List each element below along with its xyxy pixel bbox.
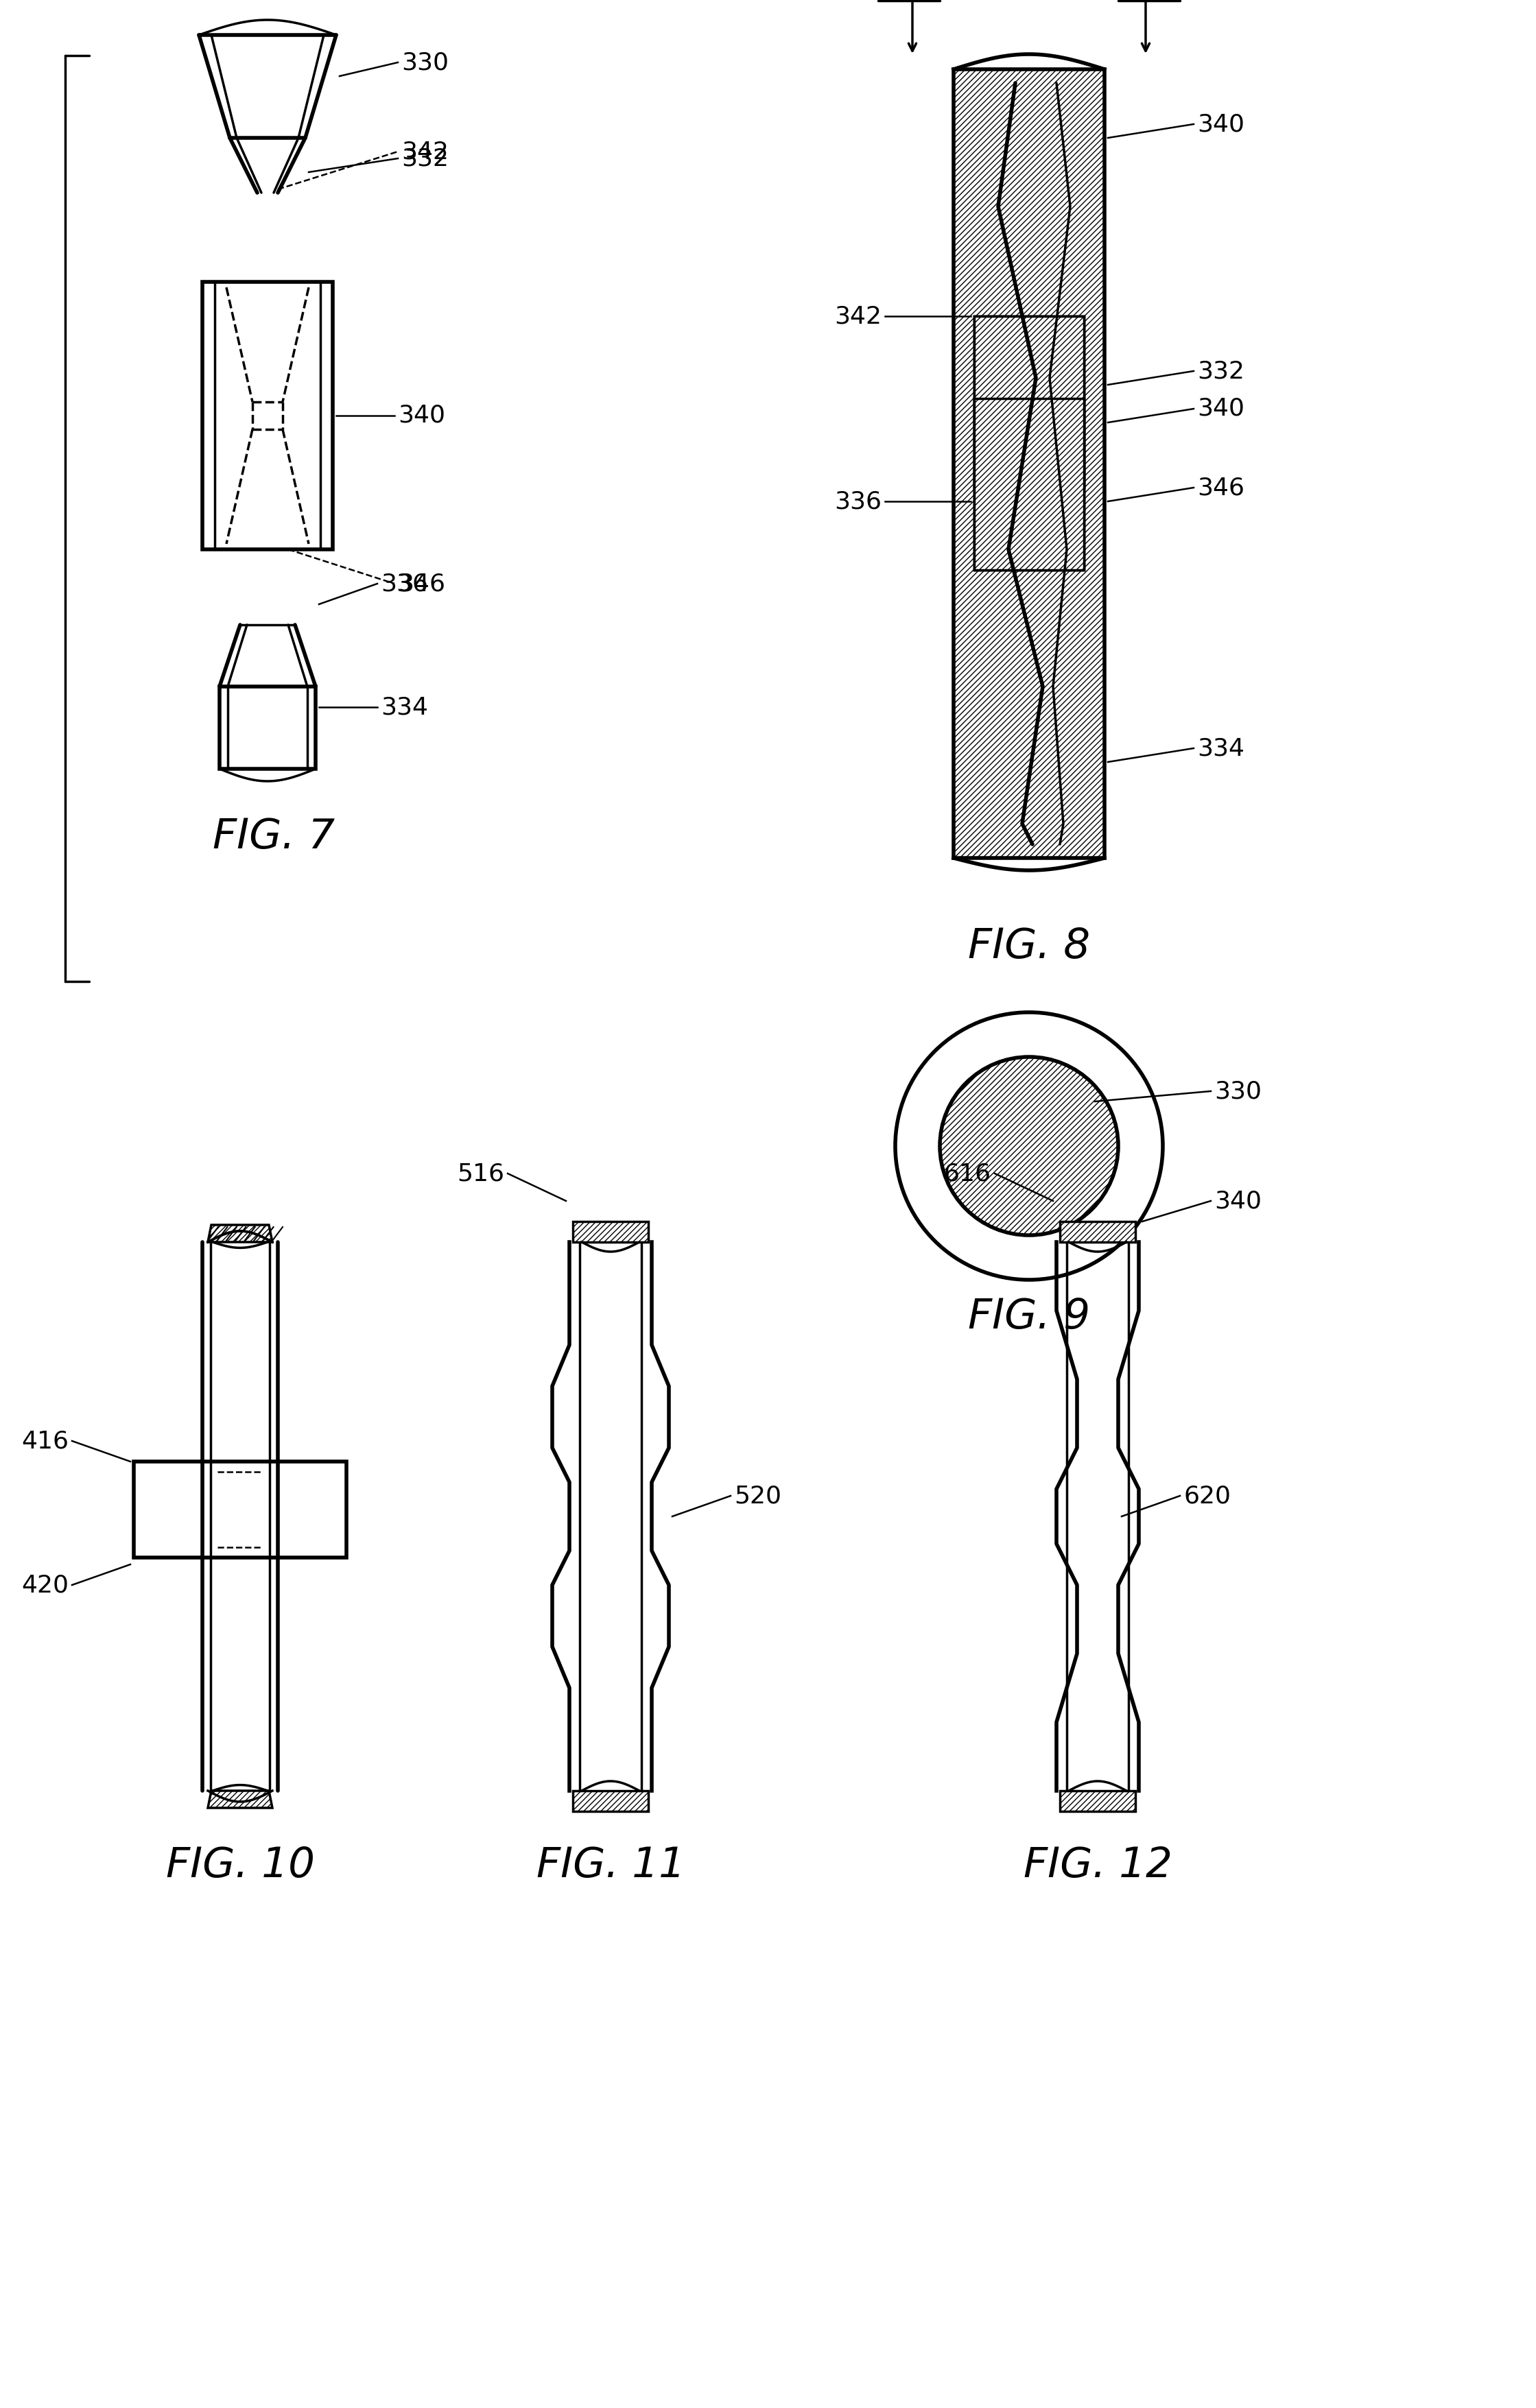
Text: FIG. 8: FIG. 8 xyxy=(968,927,1091,968)
Bar xyxy=(203,282,333,549)
Text: 336: 336 xyxy=(381,573,429,595)
Text: 340: 340 xyxy=(1197,113,1244,135)
Text: 332: 332 xyxy=(401,147,449,171)
Text: 334: 334 xyxy=(381,696,429,718)
Bar xyxy=(220,686,315,768)
Polygon shape xyxy=(207,1226,272,1243)
Polygon shape xyxy=(1060,1792,1135,1811)
Bar xyxy=(974,397,1084,571)
Text: 336: 336 xyxy=(834,489,882,513)
Text: 616: 616 xyxy=(945,1161,991,1185)
Polygon shape xyxy=(207,1792,272,1808)
Text: 516: 516 xyxy=(456,1161,504,1185)
Bar xyxy=(974,315,1084,489)
Text: FIG. 10: FIG. 10 xyxy=(166,1847,315,1885)
Bar xyxy=(974,315,1084,571)
Text: 520: 520 xyxy=(734,1483,782,1507)
Text: 346: 346 xyxy=(1197,477,1244,498)
Text: 330: 330 xyxy=(401,51,449,75)
Text: 346: 346 xyxy=(398,573,445,595)
Text: 416: 416 xyxy=(22,1430,69,1452)
Text: 340: 340 xyxy=(1197,397,1244,421)
Polygon shape xyxy=(573,1221,648,1243)
Text: 342: 342 xyxy=(401,140,449,164)
Bar xyxy=(974,397,1084,571)
Text: 334: 334 xyxy=(1197,737,1244,761)
Text: 332: 332 xyxy=(1197,359,1244,383)
Text: 340: 340 xyxy=(1215,1190,1261,1214)
Polygon shape xyxy=(1060,1221,1135,1243)
Text: FIG. 9: FIG. 9 xyxy=(968,1298,1091,1339)
Text: 330: 330 xyxy=(1215,1079,1261,1103)
Bar xyxy=(954,70,1104,857)
Text: FIG. 12: FIG. 12 xyxy=(1023,1847,1172,1885)
Text: 340: 340 xyxy=(398,405,445,426)
Text: 620: 620 xyxy=(1183,1483,1230,1507)
Bar xyxy=(974,315,1084,489)
Text: 342: 342 xyxy=(834,303,882,327)
Bar xyxy=(134,1462,347,1558)
Polygon shape xyxy=(573,1792,648,1811)
Text: FIG. 11: FIG. 11 xyxy=(536,1847,685,1885)
Text: FIG. 7: FIG. 7 xyxy=(212,816,335,857)
Text: 420: 420 xyxy=(22,1572,69,1597)
Circle shape xyxy=(940,1057,1118,1235)
